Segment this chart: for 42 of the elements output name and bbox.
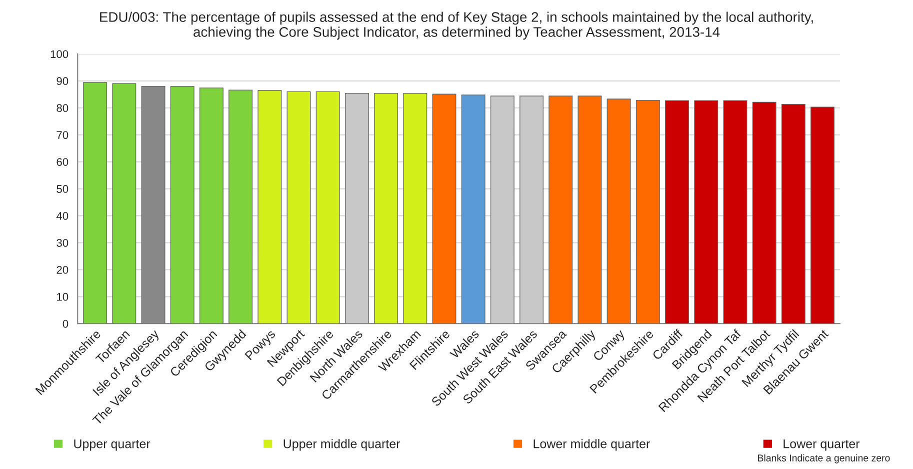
bar — [781, 104, 806, 324]
legend-label: Upper quarter — [74, 440, 150, 451]
bar — [461, 94, 486, 324]
bar — [112, 83, 136, 324]
bar — [432, 94, 456, 324]
legend-label: Lower quarter — [784, 440, 860, 451]
bar — [344, 92, 369, 324]
y-tick-label: 60 — [56, 158, 68, 166]
y-tick-label: 90 — [56, 77, 68, 86]
bar — [374, 92, 398, 324]
y-tick-label: 80 — [56, 104, 68, 112]
bar — [490, 96, 514, 324]
y-tick-label: 70 — [56, 131, 68, 139]
bar — [258, 90, 282, 324]
bar — [810, 106, 834, 324]
bar — [520, 96, 544, 324]
chart-title: EDU/003: The percentage of pupils assessed at the end of Key Stage 2, in schools maintained by the local authority, achieving the Core Subject Indicator, as determined by Teacher Assessment, 2013-14 — [100, 12, 813, 40]
bar — [694, 100, 718, 324]
bar — [636, 100, 660, 324]
y-tick-label: 10 — [57, 292, 68, 301]
bar — [316, 91, 340, 324]
bar — [83, 82, 108, 324]
bar — [228, 90, 253, 324]
bar — [403, 92, 428, 324]
y-tick-label: 40 — [56, 212, 68, 220]
text: Blanks Indicate a genuine zero — [758, 454, 890, 464]
y-tick-label: 0 — [62, 320, 68, 328]
bar — [170, 86, 194, 324]
y-tick-label: 100 — [50, 50, 68, 58]
bar — [665, 100, 690, 324]
bar — [723, 100, 748, 324]
y-tick-label: 50 — [56, 185, 68, 193]
y-tick-label: 30 — [56, 238, 68, 247]
bar — [286, 91, 311, 324]
legend-label: Upper middle quarter — [284, 439, 400, 451]
legend-label: Lower middle quarter — [534, 439, 650, 451]
bar — [578, 96, 602, 324]
bar — [199, 88, 224, 324]
bar — [752, 102, 776, 324]
y-tick-label: 20 — [56, 266, 68, 274]
bar — [606, 98, 631, 324]
bar — [548, 96, 573, 324]
